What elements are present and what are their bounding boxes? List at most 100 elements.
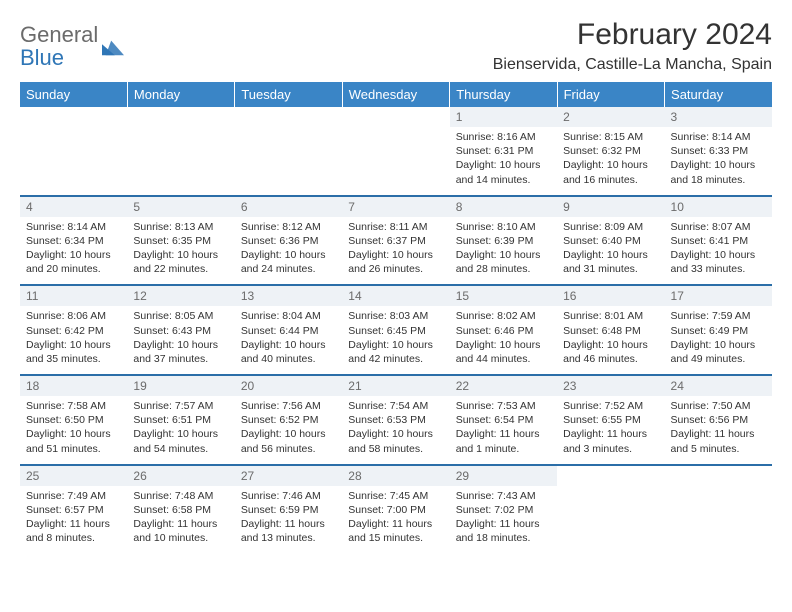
calendar-week: 4Sunrise: 8:14 AMSunset: 6:34 PMDaylight… (20, 196, 772, 286)
day-details: Sunrise: 8:09 AMSunset: 6:40 PMDaylight:… (557, 217, 664, 285)
day-number: 22 (450, 376, 557, 396)
calendar-week: 1Sunrise: 8:16 AMSunset: 6:31 PMDaylight… (20, 107, 772, 196)
calendar-cell: 1Sunrise: 8:16 AMSunset: 6:31 PMDaylight… (450, 107, 557, 196)
day-details: Sunrise: 7:49 AMSunset: 6:57 PMDaylight:… (20, 486, 127, 554)
calendar-cell: 6Sunrise: 8:12 AMSunset: 6:36 PMDaylight… (235, 196, 342, 286)
day-details: Sunrise: 8:02 AMSunset: 6:46 PMDaylight:… (450, 306, 557, 374)
calendar-cell: 3Sunrise: 8:14 AMSunset: 6:33 PMDaylight… (665, 107, 772, 196)
calendar-cell (665, 465, 772, 554)
day-header: Wednesday (342, 82, 449, 107)
day-header: Tuesday (235, 82, 342, 107)
calendar-cell: 8Sunrise: 8:10 AMSunset: 6:39 PMDaylight… (450, 196, 557, 286)
header: General Blue February 2024 Bienservida, … (20, 18, 772, 74)
day-number: 7 (342, 197, 449, 217)
day-details: Sunrise: 7:52 AMSunset: 6:55 PMDaylight:… (557, 396, 664, 464)
day-details: Sunrise: 8:07 AMSunset: 6:41 PMDaylight:… (665, 217, 772, 285)
calendar-cell: 24Sunrise: 7:50 AMSunset: 6:56 PMDayligh… (665, 375, 772, 465)
day-details: Sunrise: 8:13 AMSunset: 6:35 PMDaylight:… (127, 217, 234, 285)
day-details: Sunrise: 8:15 AMSunset: 6:32 PMDaylight:… (557, 127, 664, 195)
calendar-cell: 18Sunrise: 7:58 AMSunset: 6:50 PMDayligh… (20, 375, 127, 465)
day-details: Sunrise: 7:45 AMSunset: 7:00 PMDaylight:… (342, 486, 449, 554)
calendar-cell: 13Sunrise: 8:04 AMSunset: 6:44 PMDayligh… (235, 285, 342, 375)
day-details: Sunrise: 8:01 AMSunset: 6:48 PMDaylight:… (557, 306, 664, 374)
month-title: February 2024 (493, 18, 772, 52)
calendar-cell: 19Sunrise: 7:57 AMSunset: 6:51 PMDayligh… (127, 375, 234, 465)
day-details: Sunrise: 7:43 AMSunset: 7:02 PMDaylight:… (450, 486, 557, 554)
day-details: Sunrise: 7:46 AMSunset: 6:59 PMDaylight:… (235, 486, 342, 554)
calendar-cell: 5Sunrise: 8:13 AMSunset: 6:35 PMDaylight… (127, 196, 234, 286)
calendar-cell: 20Sunrise: 7:56 AMSunset: 6:52 PMDayligh… (235, 375, 342, 465)
day-number: 10 (665, 197, 772, 217)
day-number: 6 (235, 197, 342, 217)
day-details: Sunrise: 7:48 AMSunset: 6:58 PMDaylight:… (127, 486, 234, 554)
logo-text-blue: Blue (20, 45, 64, 70)
day-details: Sunrise: 8:03 AMSunset: 6:45 PMDaylight:… (342, 306, 449, 374)
logo-triangle-icon (102, 38, 124, 56)
calendar-week: 11Sunrise: 8:06 AMSunset: 6:42 PMDayligh… (20, 285, 772, 375)
day-header: Sunday (20, 82, 127, 107)
calendar-cell: 16Sunrise: 8:01 AMSunset: 6:48 PMDayligh… (557, 285, 664, 375)
day-number: 3 (665, 107, 772, 127)
day-details: Sunrise: 8:04 AMSunset: 6:44 PMDaylight:… (235, 306, 342, 374)
calendar-cell (342, 107, 449, 196)
day-details: Sunrise: 7:58 AMSunset: 6:50 PMDaylight:… (20, 396, 127, 464)
day-number: 9 (557, 197, 664, 217)
day-number: 16 (557, 286, 664, 306)
calendar-week: 18Sunrise: 7:58 AMSunset: 6:50 PMDayligh… (20, 375, 772, 465)
day-header: Friday (557, 82, 664, 107)
calendar-cell: 10Sunrise: 8:07 AMSunset: 6:41 PMDayligh… (665, 196, 772, 286)
day-number: 28 (342, 466, 449, 486)
calendar-cell (235, 107, 342, 196)
day-header: Monday (127, 82, 234, 107)
day-details: Sunrise: 7:53 AMSunset: 6:54 PMDaylight:… (450, 396, 557, 464)
calendar-cell: 27Sunrise: 7:46 AMSunset: 6:59 PMDayligh… (235, 465, 342, 554)
calendar-table: SundayMondayTuesdayWednesdayThursdayFrid… (20, 82, 772, 553)
calendar-cell: 12Sunrise: 8:05 AMSunset: 6:43 PMDayligh… (127, 285, 234, 375)
day-details: Sunrise: 8:10 AMSunset: 6:39 PMDaylight:… (450, 217, 557, 285)
day-number: 12 (127, 286, 234, 306)
calendar-cell: 15Sunrise: 8:02 AMSunset: 6:46 PMDayligh… (450, 285, 557, 375)
day-header: Saturday (665, 82, 772, 107)
day-number: 2 (557, 107, 664, 127)
day-number: 4 (20, 197, 127, 217)
title-block: February 2024 Bienservida, Castille-La M… (493, 18, 772, 74)
day-details: Sunrise: 7:57 AMSunset: 6:51 PMDaylight:… (127, 396, 234, 464)
day-number: 18 (20, 376, 127, 396)
calendar-cell: 2Sunrise: 8:15 AMSunset: 6:32 PMDaylight… (557, 107, 664, 196)
calendar-cell: 23Sunrise: 7:52 AMSunset: 6:55 PMDayligh… (557, 375, 664, 465)
day-number: 29 (450, 466, 557, 486)
day-number: 5 (127, 197, 234, 217)
day-number: 1 (450, 107, 557, 127)
logo: General Blue (20, 24, 124, 70)
location-text: Bienservida, Castille-La Mancha, Spain (493, 56, 772, 74)
calendar-cell: 4Sunrise: 8:14 AMSunset: 6:34 PMDaylight… (20, 196, 127, 286)
day-details: Sunrise: 7:59 AMSunset: 6:49 PMDaylight:… (665, 306, 772, 374)
calendar-cell: 25Sunrise: 7:49 AMSunset: 6:57 PMDayligh… (20, 465, 127, 554)
day-details: Sunrise: 8:16 AMSunset: 6:31 PMDaylight:… (450, 127, 557, 195)
calendar-cell (127, 107, 234, 196)
day-number: 20 (235, 376, 342, 396)
day-details: Sunrise: 7:50 AMSunset: 6:56 PMDaylight:… (665, 396, 772, 464)
calendar-cell: 7Sunrise: 8:11 AMSunset: 6:37 PMDaylight… (342, 196, 449, 286)
calendar-week: 25Sunrise: 7:49 AMSunset: 6:57 PMDayligh… (20, 465, 772, 554)
day-details: Sunrise: 8:12 AMSunset: 6:36 PMDaylight:… (235, 217, 342, 285)
day-number: 26 (127, 466, 234, 486)
calendar-cell: 17Sunrise: 7:59 AMSunset: 6:49 PMDayligh… (665, 285, 772, 375)
calendar-cell (20, 107, 127, 196)
day-number: 25 (20, 466, 127, 486)
day-number: 19 (127, 376, 234, 396)
calendar-cell: 9Sunrise: 8:09 AMSunset: 6:40 PMDaylight… (557, 196, 664, 286)
calendar-cell: 26Sunrise: 7:48 AMSunset: 6:58 PMDayligh… (127, 465, 234, 554)
day-number: 11 (20, 286, 127, 306)
day-details: Sunrise: 8:06 AMSunset: 6:42 PMDaylight:… (20, 306, 127, 374)
day-number: 23 (557, 376, 664, 396)
day-header: Thursday (450, 82, 557, 107)
day-details: Sunrise: 7:56 AMSunset: 6:52 PMDaylight:… (235, 396, 342, 464)
day-number: 14 (342, 286, 449, 306)
day-header-row: SundayMondayTuesdayWednesdayThursdayFrid… (20, 82, 772, 107)
calendar-cell: 11Sunrise: 8:06 AMSunset: 6:42 PMDayligh… (20, 285, 127, 375)
day-number: 15 (450, 286, 557, 306)
day-details: Sunrise: 8:11 AMSunset: 6:37 PMDaylight:… (342, 217, 449, 285)
calendar-cell: 29Sunrise: 7:43 AMSunset: 7:02 PMDayligh… (450, 465, 557, 554)
day-details: Sunrise: 8:14 AMSunset: 6:33 PMDaylight:… (665, 127, 772, 195)
